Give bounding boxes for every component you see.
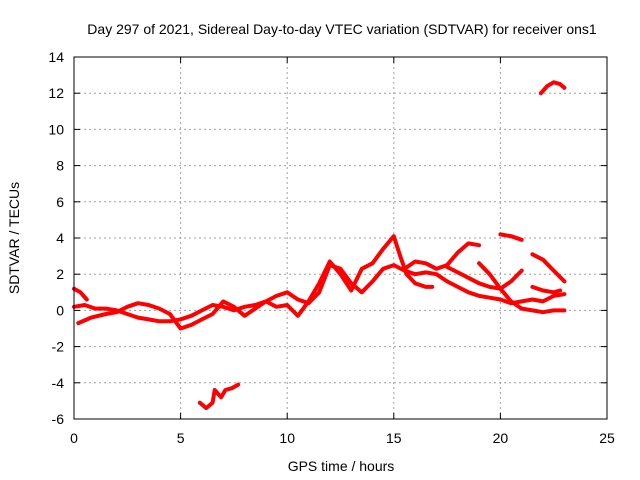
x-tick-label: 20: [493, 430, 509, 446]
y-tick-label: 8: [56, 158, 64, 174]
y-tick-label: 6: [56, 194, 64, 210]
ticks: [73, 56, 608, 420]
y-tick-label: 2: [56, 266, 64, 282]
y-tick-label: 14: [48, 49, 64, 65]
series-trace-h: [530, 284, 563, 295]
y-tick-label: 0: [56, 302, 64, 318]
y-tick-label: 12: [48, 85, 64, 101]
series-group: [72, 80, 567, 411]
series-trace-j: [530, 252, 567, 284]
x-tick-label: 25: [599, 430, 615, 446]
series-trace-a: [72, 286, 89, 302]
tick-labels: 0 5 10 15 20 25 -6 -4 -2 0 2 4 6 8 10 12 14: [48, 49, 615, 446]
series-trace-c: [76, 234, 435, 331]
y-tick-label: 4: [56, 230, 64, 246]
series-trace-f: [477, 261, 567, 315]
series-trace-d: [402, 241, 482, 271]
series-trace-i: [498, 232, 524, 242]
y-tick-label: -4: [52, 375, 65, 391]
series-trace-b: [72, 263, 503, 324]
series-trace-g: [498, 292, 567, 306]
series-trace-e: [445, 265, 524, 291]
y-axis-label: SDTVAR / TECUs: [6, 182, 22, 294]
grid: [74, 57, 607, 419]
x-tick-label: 10: [279, 430, 295, 446]
series-trace-l: [538, 80, 567, 96]
series-trace-k: [197, 382, 241, 411]
x-tick-label: 5: [177, 430, 185, 446]
x-tick-label: 0: [70, 430, 78, 446]
x-axis-label: GPS time / hours: [288, 458, 395, 474]
y-tick-label: -6: [52, 411, 65, 427]
y-tick-label: 10: [48, 121, 64, 137]
y-tick-label: -2: [52, 339, 65, 355]
chart-title: Day 297 of 2021, Sidereal Day-to-day VTE…: [87, 21, 597, 37]
x-tick-label: 15: [386, 430, 402, 446]
